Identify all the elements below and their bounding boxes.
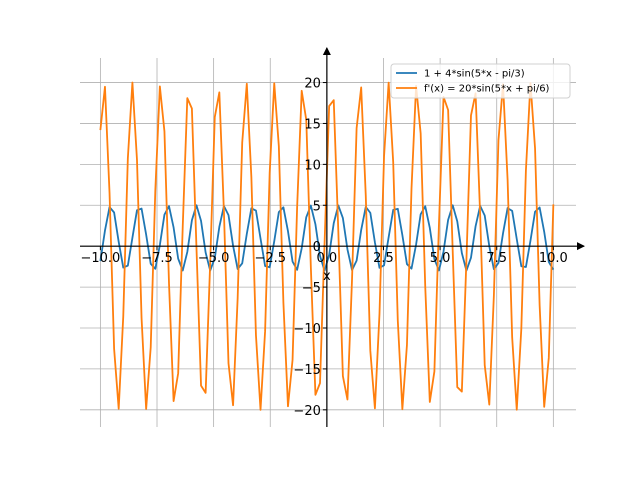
legend-label-1: 1 + 4*sin(5*x - pi/3) [424,69,525,80]
x-axis-label: x [323,269,331,284]
y-tick-label: −5 [302,281,321,296]
y-tick-label: −15 [293,363,320,378]
x-tick-label: 0.0 [317,251,338,266]
axes [80,47,585,427]
y-tick-label: 0 [313,240,321,255]
y-tick-label: 20 [304,77,321,92]
x-tick-label: 5.0 [430,251,451,266]
x-axis-arrow [577,242,585,251]
x-tick-label: −2.5 [254,251,286,266]
y-tick-label: 10 [304,158,321,173]
y-tick-label: 5 [313,199,321,214]
y-tick-label: 15 [304,117,321,132]
legend: 1 + 4*sin(5*x - pi/3) f'(x) = 20*sin(5*x … [390,63,571,99]
x-tick-label: 10.0 [539,251,568,266]
x-tick-label: 2.5 [373,251,394,266]
y-tick-label: −20 [293,404,320,419]
legend-box [390,63,571,99]
x-tick-label: −7.5 [141,251,173,266]
legend-label-2: f'(x) = 20*sin(5*x + pi/6) [424,84,550,95]
ticks: −10.0 −7.5 −5.0 −2.5 0.0 2.5 5.0 7.5 10.0 −20 −15 −… [80,77,567,419]
y-tick-label: −10 [293,322,320,337]
y-axis-arrow [322,47,331,55]
x-tick-label: −5.0 [198,251,230,266]
x-tick-label: 7.5 [486,251,507,266]
x-tick-label: −10.0 [80,251,120,266]
